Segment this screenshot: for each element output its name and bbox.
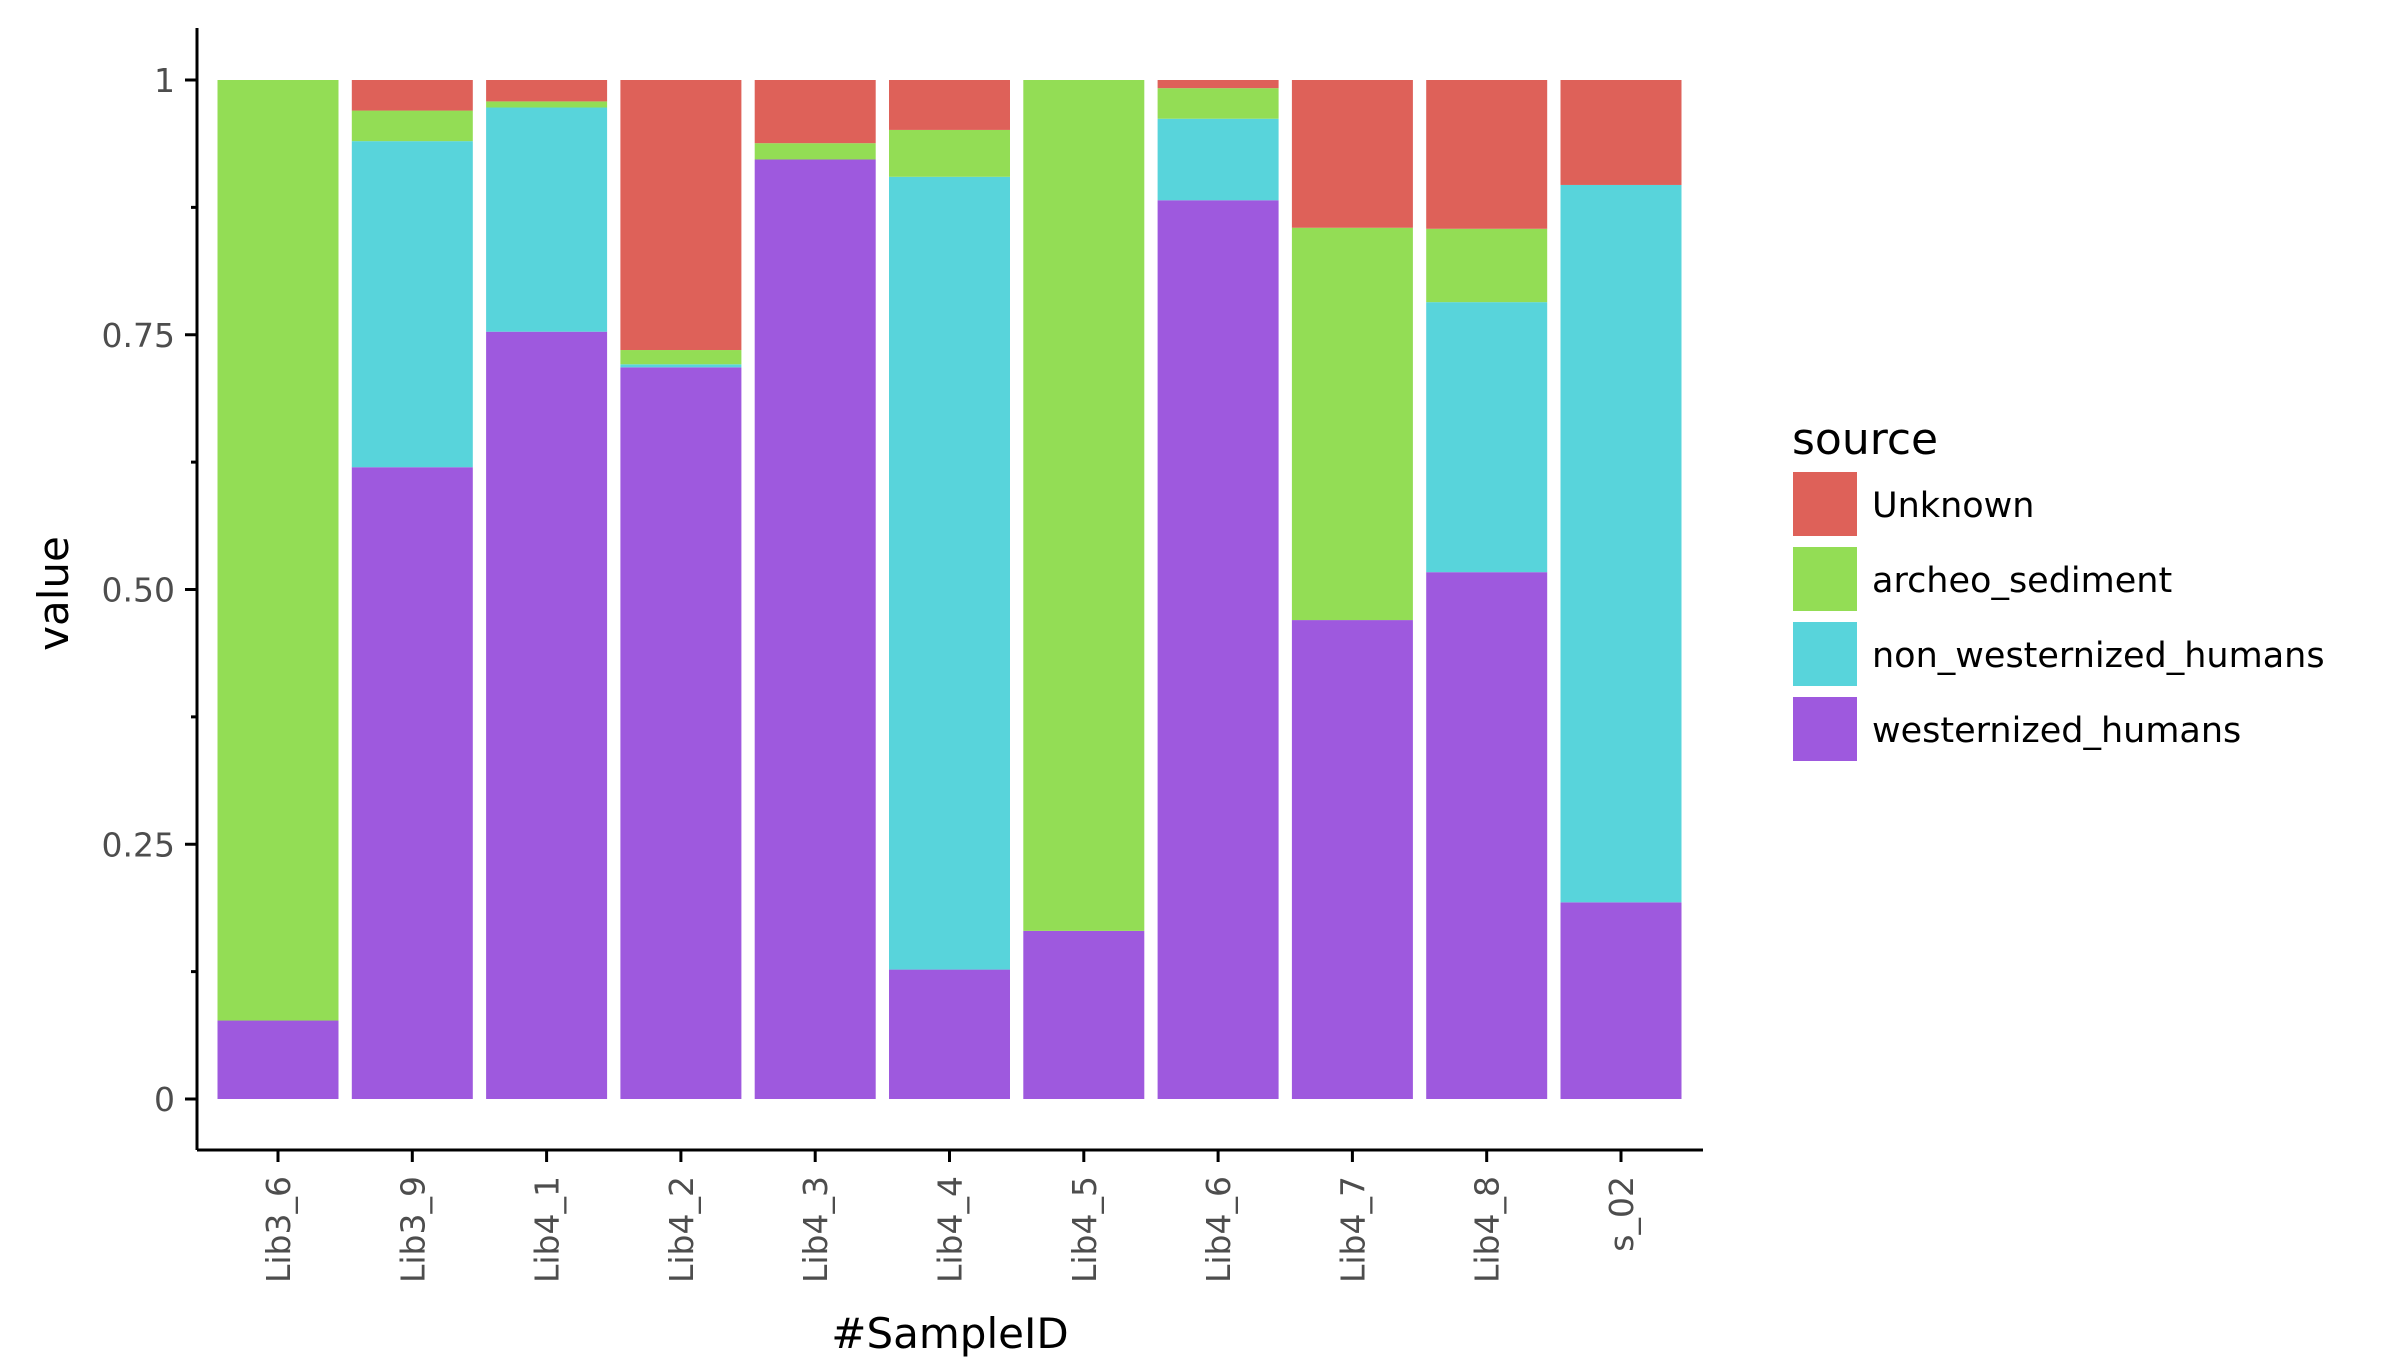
bar-Lib4_6-westernized_humans — [1157, 200, 1279, 1099]
x-tick-label: Lib4_5 — [1065, 1176, 1104, 1283]
legend-swatch-westernized_humans — [1793, 697, 1857, 761]
bar-Lib4_3-archeo_sediment — [754, 143, 876, 160]
y-axis-title: value — [29, 536, 78, 651]
x-tick-label: Lib4_2 — [662, 1176, 701, 1283]
x-tick-label: Lib4_7 — [1333, 1176, 1372, 1283]
x-tick-label: Lib3_9 — [393, 1176, 432, 1283]
x-tick-label: Lib4_1 — [528, 1176, 567, 1283]
bar-Lib4_4-Unknown — [889, 80, 1010, 130]
bar-Lib4_1-westernized_humans — [486, 331, 608, 1099]
bar-Lib4_6-non_westernized_humans — [1157, 118, 1279, 201]
bar-Lib4_8-non_westernized_humans — [1426, 302, 1548, 573]
bar-Lib4_7-archeo_sediment — [1291, 227, 1413, 621]
bar-Lib4_6-Unknown — [1157, 80, 1279, 89]
legend-label-Unknown: Unknown — [1872, 486, 2034, 526]
bar-Lib4_6-archeo_sediment — [1157, 88, 1279, 119]
bar-Lib4_2-Unknown — [620, 80, 742, 351]
bar-Lib4_4-non_westernized_humans — [889, 176, 1010, 970]
legend-swatch-Unknown — [1793, 472, 1857, 536]
y-tick-label: 0.75 — [102, 316, 175, 355]
axes-layer: 00.250.500.751 Lib3_6 Lib3_9 Lib4_1 Lib4_2 L… — [102, 28, 1703, 1283]
legend-swatch-non_westernized_humans — [1793, 622, 1857, 686]
bar-Lib4_1-archeo_sediment — [486, 101, 608, 108]
legend-title: source — [1792, 414, 1938, 465]
bar-Lib4_2-westernized_humans — [620, 367, 742, 1099]
bar-Lib4_1-Unknown — [486, 80, 608, 102]
y-tick-label: 0 — [154, 1080, 175, 1119]
bar-Lib3_9-Unknown — [351, 80, 473, 111]
x-tick-label: Lib4_4 — [931, 1176, 970, 1283]
y-tick-label: 0.25 — [102, 825, 175, 864]
legend: source Unknown archeo_sediment non_western… — [1792, 414, 2325, 761]
x-tick-label: Lib3_6 — [259, 1176, 298, 1283]
x-tick-label: Lib4_3 — [796, 1176, 835, 1283]
bar-Lib4_4-archeo_sediment — [889, 129, 1010, 177]
y-ticks: 0 0.25 0.50 0.75 1 — [102, 61, 197, 1119]
bar-Lib3_9-non_westernized_humans — [351, 141, 473, 468]
legend-label-non_westernized_humans: non_westernized_humans — [1872, 636, 2325, 676]
y-tick-label: 1 — [154, 61, 175, 100]
bar-Lib4_3-westernized_humans — [754, 159, 876, 1099]
bar-Lib3_9-westernized_humans — [351, 467, 473, 1100]
bar-Lib3_9-archeo_sediment — [351, 110, 473, 142]
bar-s_02-westernized_humans — [1560, 902, 1682, 1099]
bar-Lib4_2-archeo_sediment — [620, 350, 742, 365]
bar-s_02-Unknown — [1560, 80, 1682, 185]
legend-label-westernized_humans: westernized_humans — [1872, 711, 2241, 751]
x-tick-label: Lib4_6 — [1199, 1176, 1238, 1283]
bar-Lib4_8-westernized_humans — [1426, 572, 1548, 1099]
bar-Lib4_7-Unknown — [1291, 80, 1413, 228]
bar-Lib4_8-Unknown — [1426, 80, 1548, 229]
bar-Lib4_7-westernized_humans — [1291, 620, 1413, 1099]
bar-Lib4_1-non_westernized_humans — [486, 107, 608, 332]
x-tick-label: Lib4_8 — [1468, 1176, 1507, 1283]
bar-Lib4_5-archeo_sediment — [1023, 80, 1145, 931]
bar-Lib4_4-westernized_humans — [889, 969, 1010, 1099]
x-axis-title: #SampleID — [831, 1309, 1068, 1358]
bar-Lib4_3-Unknown — [754, 80, 876, 144]
legend-swatch-archeo_sediment — [1793, 547, 1857, 611]
legend-label-archeo_sediment: archeo_sediment — [1872, 561, 2172, 601]
bars-layer — [217, 80, 1682, 1100]
x-tick-label: s_02 — [1602, 1176, 1641, 1252]
bar-s_02-non_westernized_humans — [1560, 184, 1682, 903]
bar-Lib4_8-archeo_sediment — [1426, 228, 1548, 303]
x-ticks: Lib3_6 Lib3_9 Lib4_1 Lib4_2 Lib4_3 Lib4_4 Lib4… — [259, 1150, 1641, 1283]
bar-Lib3_6-archeo_sediment — [217, 80, 339, 1021]
y-tick-label: 0.50 — [102, 571, 175, 610]
bar-Lib3_6-westernized_humans — [217, 1020, 339, 1099]
bar-Lib4_5-westernized_humans — [1023, 930, 1145, 1099]
bar-Lib4_2-non_westernized_humans — [620, 364, 742, 368]
